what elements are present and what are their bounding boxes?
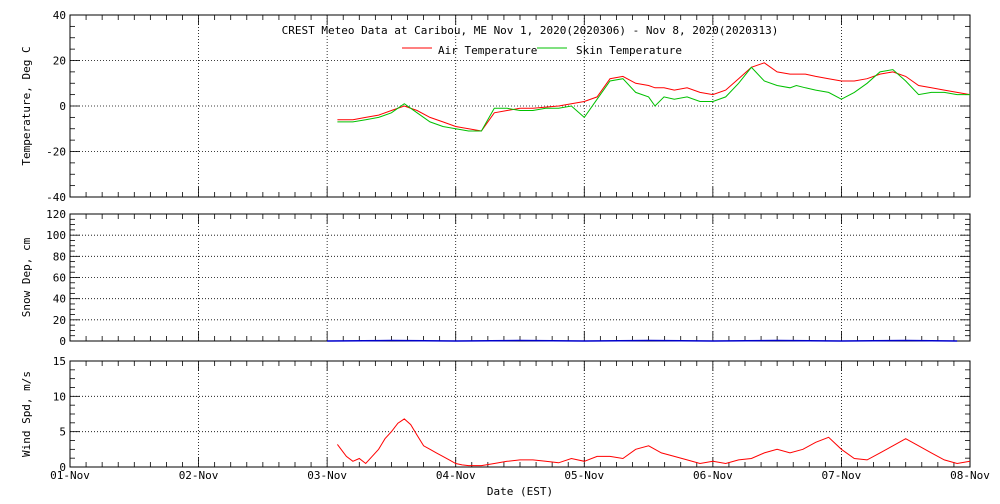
- x-tick-label: 01-Nov: [50, 469, 90, 482]
- y-tick-label: 20: [53, 314, 66, 327]
- y-tick-label: 10: [53, 390, 66, 403]
- y-tick-label: 120: [46, 208, 66, 221]
- x-tick-labels: 01-Nov 02-Nov 03-Nov 04-Nov 05-Nov 06-Nov 07-N…: [50, 469, 990, 482]
- wind-speed-line: [336, 418, 971, 467]
- plot-frame: [69, 14, 971, 198]
- air-temperature-line: [337, 62, 971, 132]
- plot-frame: [69, 360, 971, 468]
- skin-temperature-line: [337, 66, 970, 132]
- x-tick-label: 05-Nov: [564, 469, 604, 482]
- x-axis-label: Date (EST): [487, 485, 553, 498]
- x-tick-label: 03-Nov: [307, 469, 347, 482]
- y-tick-label: 0: [59, 100, 66, 113]
- y-tick-label: 20: [53, 55, 66, 68]
- snow-depth-line: [327, 339, 958, 342]
- x-tick-label: 04-Nov: [436, 469, 476, 482]
- x-tick-label: 06-Nov: [693, 469, 733, 482]
- y-tick-label: 40: [53, 293, 66, 306]
- y-axis-label: Wind Spd, m/s: [20, 371, 33, 457]
- temperature-panel: 40 20 0 -20 -40 Temperature, Deg C: [20, 9, 971, 204]
- y-axis-label: Temperature, Deg C: [20, 46, 33, 165]
- y-tick-label: -40: [46, 191, 66, 204]
- y-tick-label: 0: [59, 335, 66, 348]
- y-tick-label: 40: [53, 9, 66, 22]
- y-tick-label: 5: [59, 426, 66, 439]
- y-tick-label: 80: [53, 250, 66, 263]
- legend: Air Temperature Skin Temperature: [402, 44, 682, 57]
- snow-depth-panel: 120 100 80 60 40 20 0 Snow Dep, cm: [20, 208, 971, 348]
- y-tick-label: -20: [46, 146, 66, 159]
- y-tick-label: 15: [53, 355, 66, 368]
- y-tick-label: 60: [53, 272, 66, 285]
- x-tick-label: 07-Nov: [822, 469, 862, 482]
- legend-label: Skin Temperature: [576, 44, 682, 57]
- y-tick-label: 100: [46, 229, 66, 242]
- x-tick-label: 08-Nov: [950, 469, 990, 482]
- legend-label: Air Temperature: [438, 44, 537, 57]
- wind-speed-panel: 15 10 5 0 Wind Spd, m/s: [20, 355, 971, 474]
- chart-title: CREST Meteo Data at Caribou, ME Nov 1, 2…: [282, 24, 779, 37]
- y-tick-label: 0: [59, 461, 66, 474]
- y-axis-label: Snow Dep, cm: [20, 237, 33, 317]
- x-tick-label: 02-Nov: [179, 469, 219, 482]
